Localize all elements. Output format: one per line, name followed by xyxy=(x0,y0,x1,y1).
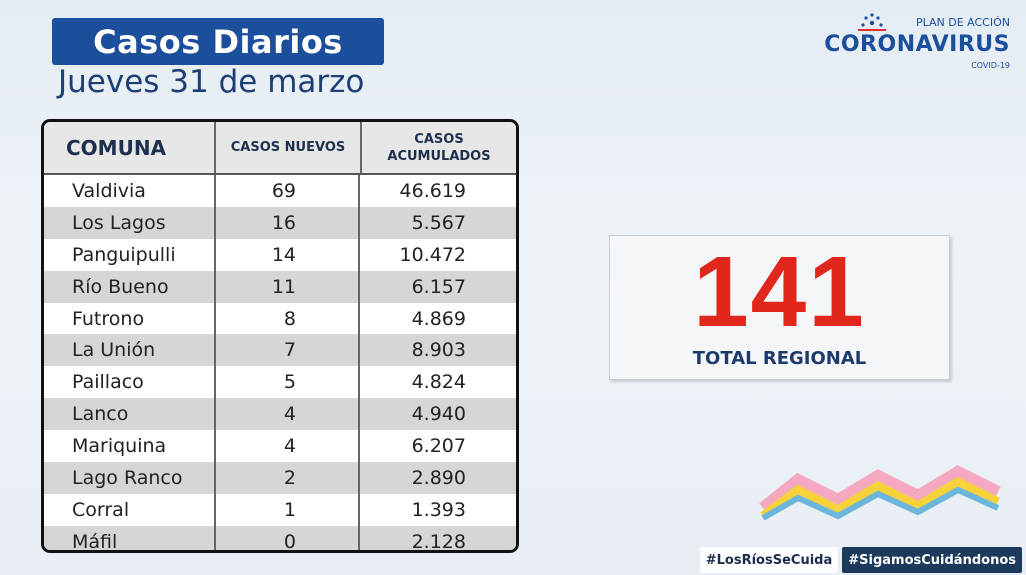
hashtag-bar: #LosRíosSeCuida #SigamosCuidándonos xyxy=(699,547,1022,573)
col-acumulados-header: CASOS ACUMULADOS xyxy=(362,122,516,173)
title-banner: Casos Diarios xyxy=(52,18,384,65)
seal-icon xyxy=(858,13,886,31)
cell-nuevos: 5 xyxy=(216,366,360,399)
logo-bottom-line: COVID-19 xyxy=(971,61,1010,70)
table-row: Lanco 4 4.940 xyxy=(44,398,516,431)
cell-acumulados: 10.472 xyxy=(399,243,466,266)
table-row: Los Lagos 16 5.567 xyxy=(44,206,516,239)
logo-main: CORONAVIRUS xyxy=(824,32,1010,57)
table-row: Río Bueno 11 6.157 xyxy=(44,270,516,303)
total-label: TOTAL REGIONAL xyxy=(692,348,867,369)
table-row: Paillaco 5 4.824 xyxy=(44,366,516,399)
cell-nuevos: 8 xyxy=(216,302,360,335)
cell-acumulados: 1.393 xyxy=(411,498,466,521)
hashtag-2: #SigamosCuidándonos xyxy=(842,547,1022,573)
date-subtitle: Jueves 31 de marzo xyxy=(58,64,365,100)
cell-comuna: Futrono xyxy=(44,302,216,335)
cases-table: COMUNA CASOS NUEVOS CASOS ACUMULADOS Val… xyxy=(41,119,519,553)
coronavirus-plan-logo: PLAN DE ACCIÓN CORONAVIRUS COVID-19 xyxy=(810,10,1010,70)
hashtag-1: #LosRíosSeCuida xyxy=(699,547,839,573)
cell-nuevos: 69 xyxy=(216,175,360,207)
page-title: Casos Diarios xyxy=(93,22,343,61)
table-row: Lago Ranco 2 2.890 xyxy=(44,462,516,494)
cell-nuevos: 11 xyxy=(216,270,360,303)
cell-comuna: Corral xyxy=(44,493,216,526)
table-row: Panguipulli 14 10.472 xyxy=(44,238,516,271)
cell-nuevos: 4 xyxy=(216,398,360,431)
cell-comuna: Lanco xyxy=(44,398,216,431)
cell-nuevos: 7 xyxy=(216,334,360,367)
table-row: Futrono 8 4.869 xyxy=(44,302,516,335)
total-value: 141 xyxy=(693,236,866,348)
cell-comuna: Máfil xyxy=(44,525,216,550)
cell-acumulados: 5.567 xyxy=(411,211,466,234)
table-header: COMUNA CASOS NUEVOS CASOS ACUMULADOS xyxy=(44,122,516,175)
cell-comuna: Los Lagos xyxy=(44,206,216,239)
cell-comuna: La Unión xyxy=(44,334,216,367)
cell-comuna: Panguipulli xyxy=(44,238,216,271)
cell-comuna: Mariquina xyxy=(44,430,216,463)
col-comuna-header: COMUNA xyxy=(44,122,216,173)
table-row: La Unión 7 8.903 xyxy=(44,334,516,367)
logo-top-line: PLAN DE ACCIÓN xyxy=(915,16,1010,29)
cell-comuna: Paillaco xyxy=(44,366,216,399)
cell-acumulados: 8.903 xyxy=(411,339,466,362)
total-card: 141 TOTAL REGIONAL xyxy=(609,235,950,380)
rainbow-ribbon-icon xyxy=(759,465,1001,520)
cell-acumulados: 46.619 xyxy=(399,179,466,202)
cell-acumulados: 6.207 xyxy=(411,435,466,458)
col-acumulados-label: CASOS ACUMULADOS xyxy=(387,131,491,164)
table-row: Valdivia 69 46.619 xyxy=(44,175,516,207)
cell-acumulados: 2.890 xyxy=(411,466,466,489)
cell-acumulados: 6.157 xyxy=(411,275,466,298)
cell-nuevos: 16 xyxy=(216,206,360,239)
table-row: Máfil 0 2.128 xyxy=(44,525,516,553)
cell-acumulados: 4.869 xyxy=(411,307,466,330)
cell-nuevos: 1 xyxy=(216,493,360,526)
cell-comuna: Lago Ranco xyxy=(44,462,216,494)
cell-nuevos: 4 xyxy=(216,430,360,463)
cell-nuevos: 0 xyxy=(216,525,360,550)
cell-comuna: Río Bueno xyxy=(44,270,216,303)
cell-acumulados: 4.824 xyxy=(411,371,466,394)
table-row: Corral 1 1.393 xyxy=(44,493,516,526)
table-body: Valdivia 69 46.619 Los Lagos 16 5.567 Panguipu… xyxy=(44,175,516,553)
cell-acumulados: 2.128 xyxy=(411,530,466,553)
col-nuevos-header: CASOS NUEVOS xyxy=(216,122,362,173)
cell-nuevos: 2 xyxy=(216,462,360,494)
cell-acumulados: 4.940 xyxy=(411,403,466,426)
table-row: Mariquina 4 6.207 xyxy=(44,430,516,463)
cell-comuna: Valdivia xyxy=(44,175,216,207)
cell-nuevos: 14 xyxy=(216,238,360,271)
